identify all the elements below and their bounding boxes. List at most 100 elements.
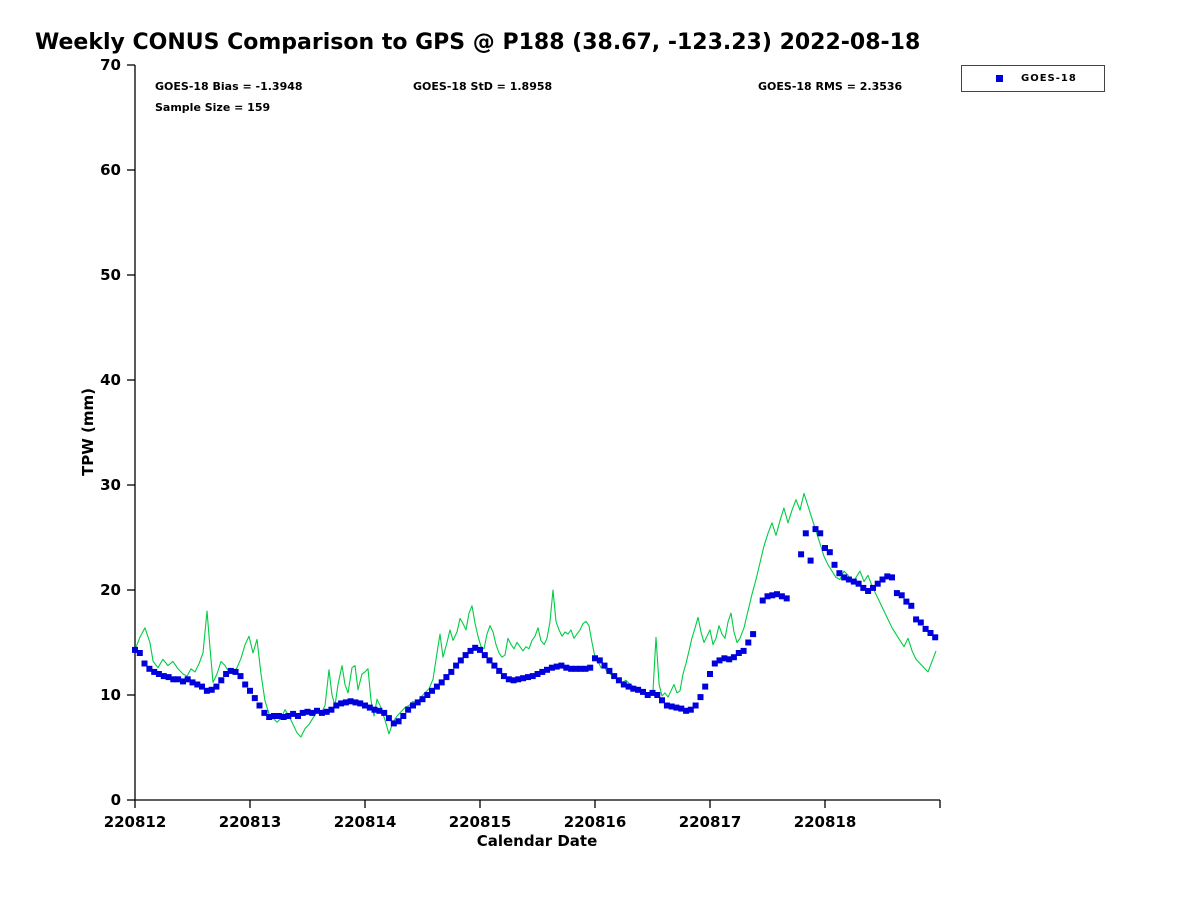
- goes18-marker: [544, 666, 550, 673]
- y-tick-label: 10: [100, 686, 121, 704]
- goes18-marker: [611, 673, 618, 680]
- goes18-marker: [194, 681, 201, 688]
- goes18-marker: [587, 664, 594, 671]
- goes18-marker: [165, 674, 172, 681]
- goes18-marker: [692, 702, 699, 709]
- goes18-marker: [654, 692, 661, 698]
- goes18-marker: [855, 580, 862, 587]
- goes18-marker: [486, 657, 493, 664]
- goes18-marker: [697, 694, 704, 701]
- goes18-marker: [635, 686, 642, 693]
- goes18-marker: [136, 650, 143, 656]
- goes18-marker: [132, 646, 138, 653]
- goes18-marker: [529, 673, 536, 680]
- goes18-marker: [917, 619, 924, 626]
- goes18-marker: [433, 683, 440, 690]
- goes18-marker: [180, 678, 186, 685]
- goes18-marker: [453, 662, 460, 669]
- y-tick-label: 40: [100, 371, 121, 389]
- goes18-marker: [553, 663, 560, 670]
- goes18-marker: [251, 695, 258, 702]
- stat-rms: GOES-18 RMS = 2.3536: [758, 80, 903, 93]
- goes18-marker: [520, 675, 527, 682]
- goes18-marker: [342, 699, 349, 706]
- goes18-marker: [841, 574, 848, 581]
- goes18-marker: [702, 683, 709, 690]
- y-tick-label: 0: [111, 791, 121, 809]
- goes18-marker: [256, 702, 263, 709]
- goes18-marker: [707, 671, 713, 677]
- goes18-marker: [850, 578, 857, 585]
- y-tick-label: 50: [100, 266, 121, 284]
- x-tick-label: 220813: [219, 813, 282, 831]
- goes18-marker: [687, 706, 694, 713]
- x-tick-label: 220817: [679, 813, 742, 831]
- goes18-marker: [582, 665, 589, 672]
- goes18-marker: [539, 668, 546, 675]
- goes18-marker: [908, 602, 915, 609]
- goes18-marker: [711, 660, 718, 667]
- goes18-marker: [889, 574, 895, 581]
- goes18-marker: [663, 702, 670, 709]
- goes18-marker: [606, 667, 613, 674]
- goes18-marker: [893, 590, 900, 597]
- goes18-marker: [745, 639, 752, 646]
- stat-std: GOES-18 StD = 1.8958: [413, 80, 553, 93]
- goes18-marker: [438, 679, 445, 686]
- chart-title: Weekly CONUS Comparison to GPS @ P188 (3…: [35, 30, 921, 55]
- goes18-marker: [203, 687, 210, 694]
- x-tick-label: 220815: [449, 813, 512, 831]
- legend-label: GOES-18: [1021, 73, 1077, 84]
- goes18-marker: [515, 676, 522, 683]
- legend-box: GOES-18: [961, 65, 1105, 92]
- goes18-marker: [783, 595, 790, 602]
- goes18-marker: [596, 657, 603, 664]
- goes18-marker: [357, 700, 364, 707]
- y-axis-label: TPW (mm): [79, 388, 97, 476]
- goes18-marker: [721, 655, 728, 662]
- goes18-marker: [371, 706, 378, 713]
- goes18-marker: [429, 687, 435, 694]
- y-tick-label: 20: [100, 581, 121, 599]
- goes18-marker: [548, 664, 555, 671]
- goes18-marker: [683, 707, 690, 714]
- goes18-marker: [802, 530, 809, 537]
- goes18-marker: [716, 657, 723, 664]
- goes18-marker: [338, 700, 345, 707]
- goes18-marker: [860, 584, 867, 591]
- goes18-marker: [903, 598, 910, 605]
- y-tick-label: 70: [100, 56, 121, 74]
- goes18-marker: [865, 588, 872, 594]
- legend-marker-square-icon: [996, 75, 1003, 82]
- goes18-marker: [261, 709, 268, 716]
- goes18-marker: [151, 668, 158, 675]
- goes18-marker: [740, 647, 747, 654]
- goes18-marker: [318, 709, 325, 716]
- goes18-marker: [558, 662, 565, 669]
- goes18-marker: [290, 710, 297, 717]
- goes18-marker: [778, 593, 785, 600]
- goes18-marker: [213, 683, 220, 690]
- goes18-marker: [496, 667, 503, 674]
- goes18-marker: [381, 709, 388, 716]
- goes18-marker: [913, 616, 920, 623]
- goes18-marker: [769, 592, 776, 599]
- goes18-marker: [817, 530, 824, 537]
- goes18-marker: [141, 660, 148, 667]
- goes18-marker: [314, 707, 320, 714]
- goes18-marker: [232, 668, 239, 675]
- goes18-marker: [304, 708, 311, 715]
- goes18-marker: [774, 591, 780, 598]
- goes18-marker: [266, 714, 273, 720]
- goes18-marker: [323, 708, 330, 715]
- goes18-marker: [620, 681, 627, 688]
- goes18-marker: [577, 665, 584, 672]
- goes18-marker: [874, 580, 881, 587]
- goes18-marker: [242, 681, 249, 688]
- goes18-marker: [826, 549, 833, 556]
- goes18-marker: [932, 634, 939, 641]
- goes18-marker: [649, 689, 656, 696]
- goes18-marker: [146, 665, 153, 672]
- stat-bias: GOES-18 Bias = -1.3948: [155, 80, 303, 93]
